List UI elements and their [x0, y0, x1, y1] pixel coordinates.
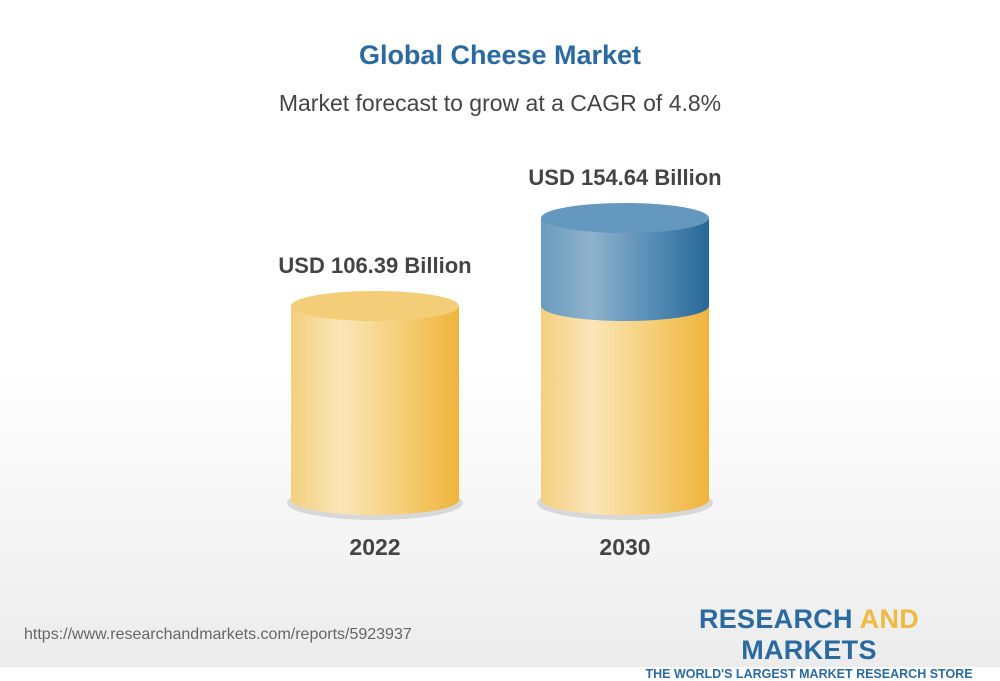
logo-text-markets: MARKETS — [741, 635, 877, 665]
chart-title: Global Cheese Market — [358, 40, 642, 70]
data-label: USD 154.64 Billion — [528, 165, 721, 190]
cylinder-top — [541, 203, 709, 234]
cylinder-top — [291, 291, 459, 321]
research-and-markets-logo: RESEARCH AND MARKETS THE WORLD'S LARGEST… — [640, 604, 978, 681]
chart-subtitle: Market forecast to grow at a CAGR of 4.8… — [278, 90, 722, 116]
logo-text-research: RESEARCH — [698, 604, 860, 634]
bar-base-segment — [541, 306, 709, 515]
category-label: 2030 — [599, 534, 650, 560]
cylinder-chart: USD 106.39 Billion 2022 USD 154.64 Billion… — [278, 165, 721, 560]
bar-base-segment — [291, 306, 459, 515]
category-label: 2022 — [349, 534, 400, 560]
source-url[interactable]: https://www.researchandmarkets.com/repor… — [24, 626, 412, 643]
bar-growth-segment — [541, 218, 709, 321]
logo-tagline: THE WORLD'S LARGEST MARKET RESEARCH STOR… — [645, 667, 973, 681]
data-label: USD 106.39 Billion — [278, 253, 471, 278]
logo-text-and: AND — [859, 604, 920, 634]
